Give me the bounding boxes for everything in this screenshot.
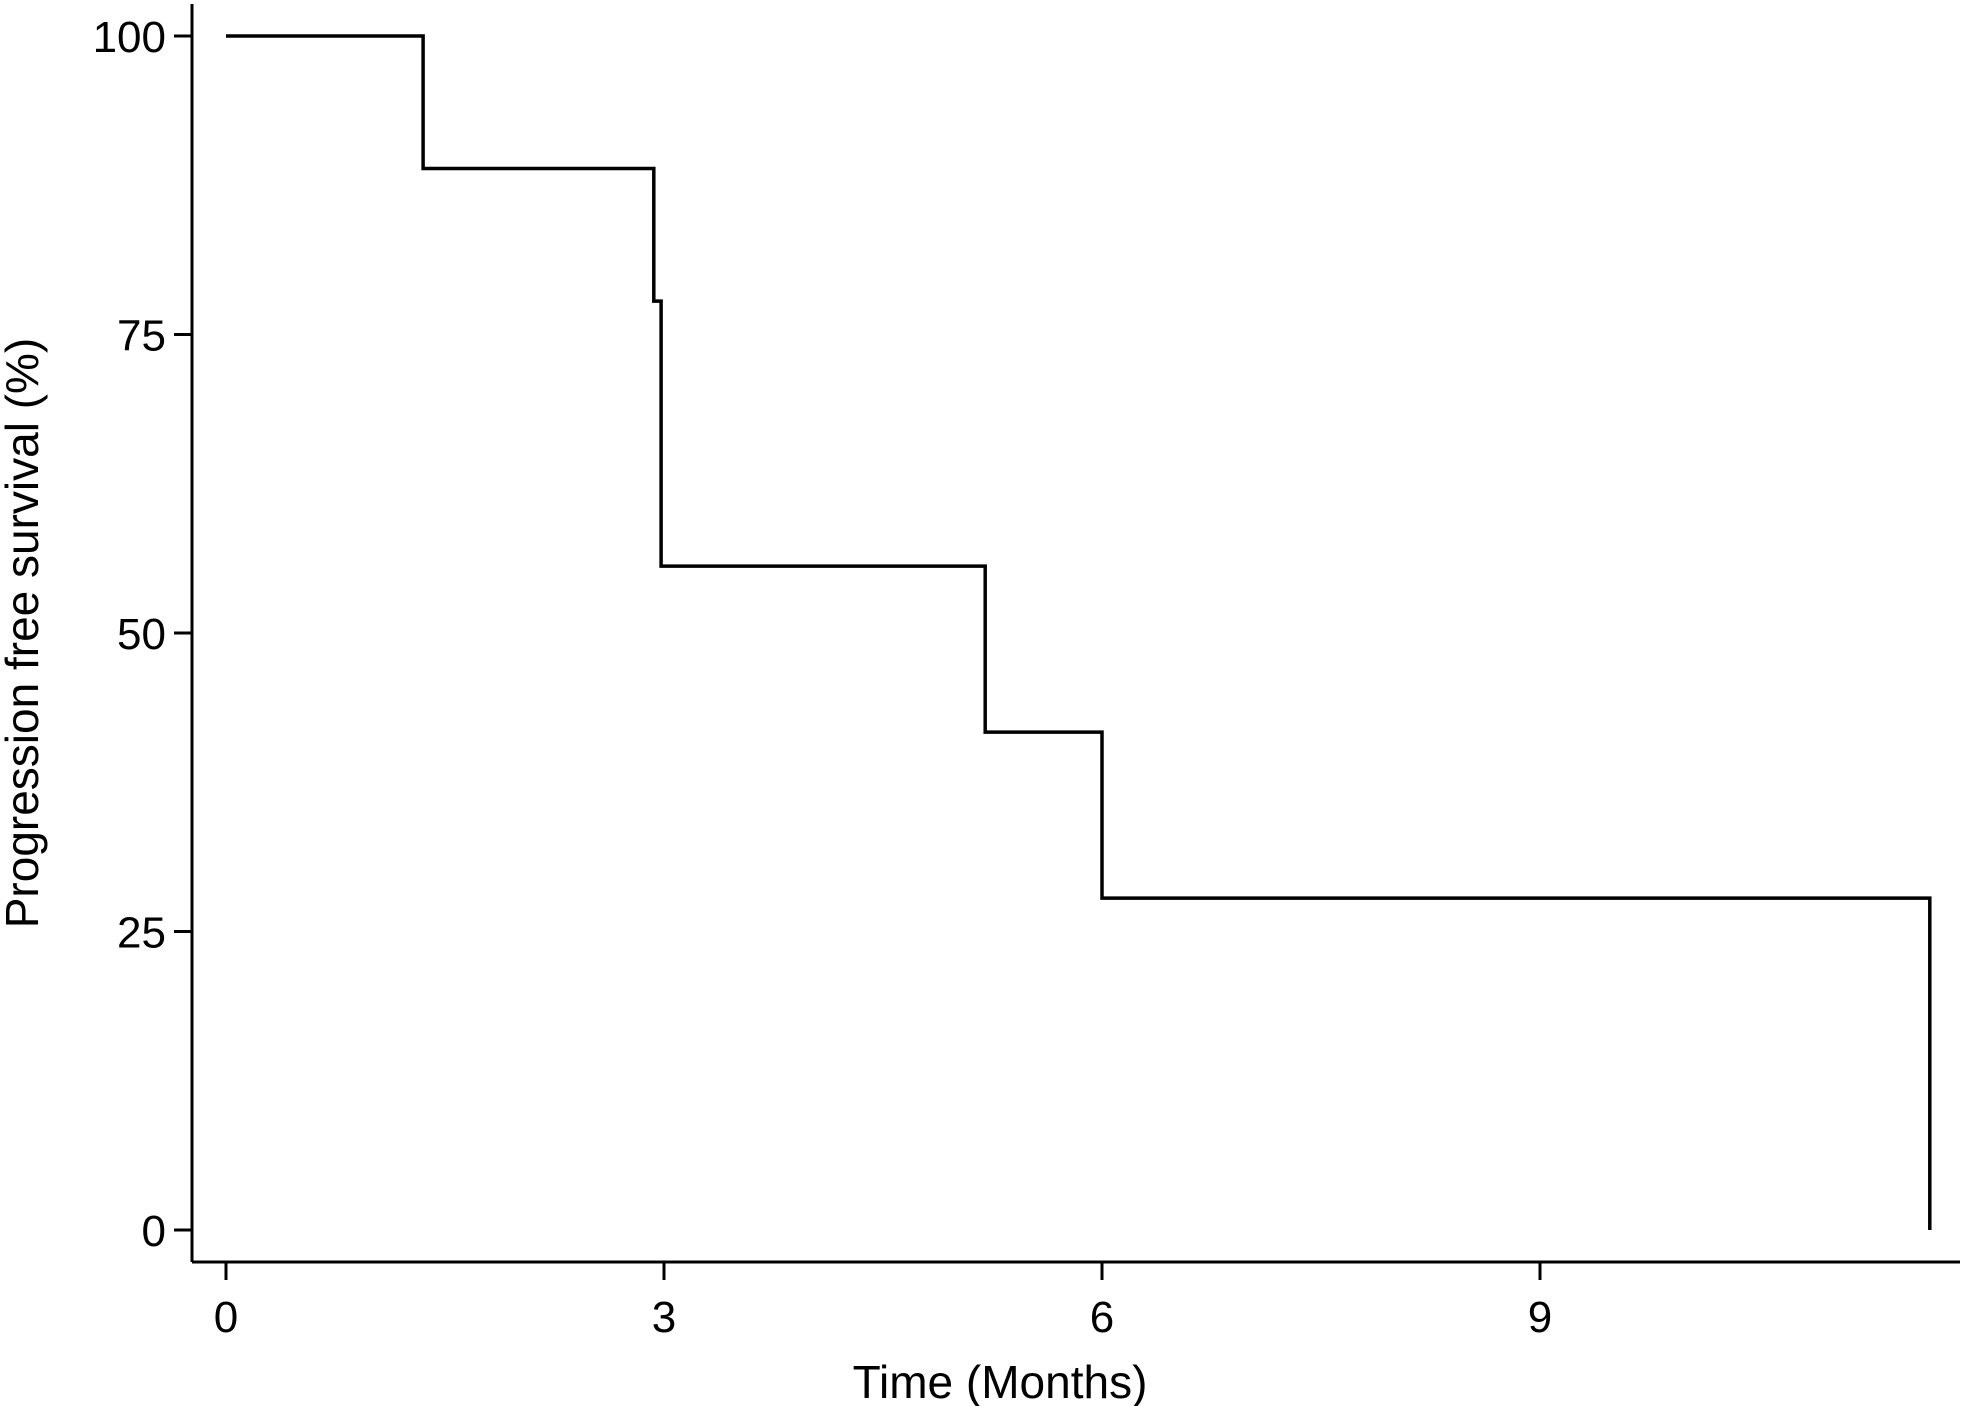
- x-axis-ticks: 0 3 6 9: [214, 1262, 1552, 1342]
- y-tick-label: 25: [117, 909, 166, 958]
- x-tick-label: 3: [652, 1293, 676, 1342]
- x-tick-label: 6: [1090, 1293, 1114, 1342]
- x-tick-label: 0: [214, 1293, 238, 1342]
- y-tick-label: 50: [117, 610, 166, 659]
- y-tick-label: 75: [117, 312, 166, 361]
- x-axis-title: Time (Months): [853, 1356, 1148, 1406]
- y-axis-ticks: 0 25 50 75 100: [93, 13, 192, 1256]
- x-tick-label: 9: [1528, 1293, 1552, 1342]
- y-tick-label: 0: [142, 1207, 166, 1256]
- survival-step-line: [226, 34, 1932, 1230]
- y-axis-title: Progression free survival (%): [0, 338, 48, 929]
- y-tick-label: 100: [93, 13, 166, 62]
